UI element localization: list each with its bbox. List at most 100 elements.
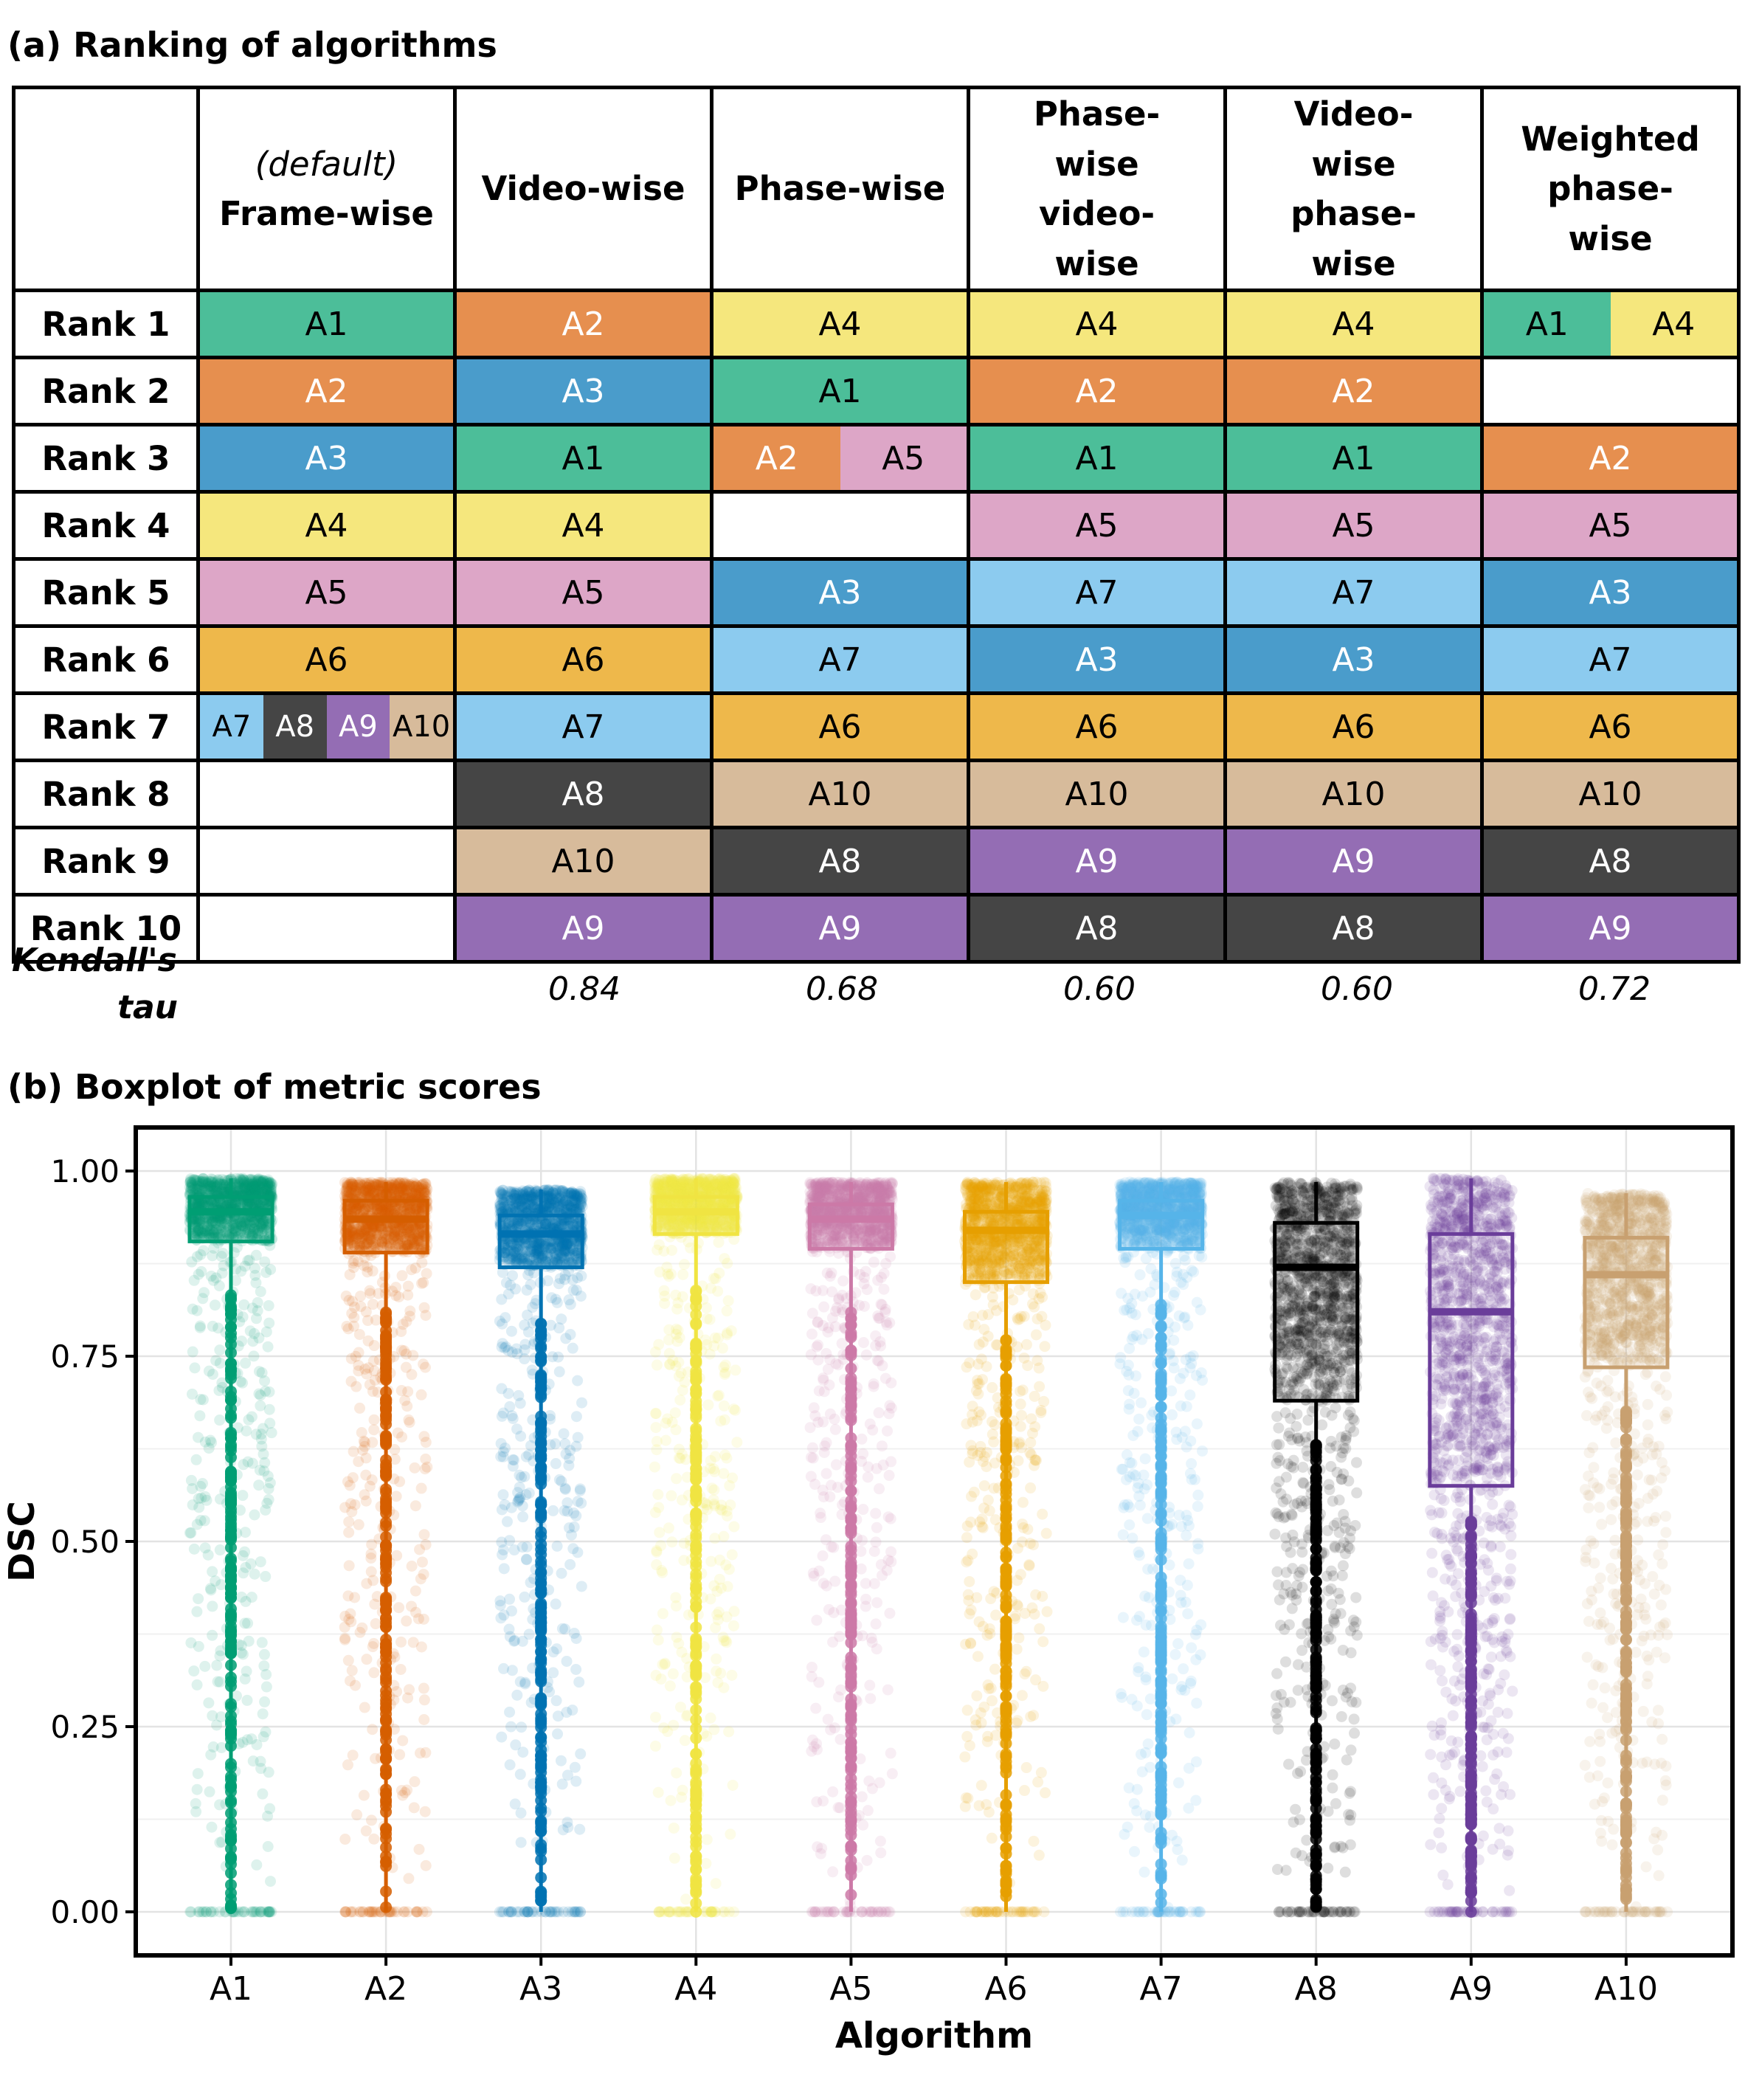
rank-cell: A8 [710, 826, 970, 897]
ranking-row: Rank 4 A4 A4 A5 A5 A5 [12, 490, 1741, 561]
box-body [497, 1213, 584, 1270]
rank-cell: A10 [1223, 759, 1484, 829]
rank-cell: A1 [1223, 423, 1484, 494]
algorithm-chip: A6 [200, 628, 453, 691]
rank-cell: A3 [710, 557, 970, 628]
ranking-row: Rank 8 A8 A10 A10 A10 A10 [12, 759, 1741, 829]
rank-cell: A8 [967, 893, 1227, 964]
panel-b-title: (b) Boxplot of metric scores [7, 1067, 542, 1107]
rank-cell: A1 [453, 423, 713, 494]
column-header: Video-wise [453, 86, 713, 292]
algorithm-chip: A7 [713, 628, 967, 691]
algorithm-chip: A5 [1484, 494, 1737, 557]
column-header: Weighted phase-wise [1480, 86, 1741, 292]
algorithm-chip: A6 [457, 628, 710, 691]
rank-cell: A8 [1480, 826, 1741, 897]
algorithm-chip: A2 [457, 292, 710, 356]
algorithm-chip: A3 [1484, 561, 1737, 624]
kendall-tau-label: Kendall's tau [12, 942, 178, 1026]
algorithm-chip: A4 [970, 292, 1223, 356]
algorithm-chip: A8 [263, 695, 327, 759]
algorithm-chip: A1 [457, 426, 710, 490]
x-tick-label: A3 [519, 1970, 562, 2008]
algorithm-chip: A7 [200, 695, 263, 759]
x-tick-label: A5 [829, 1970, 872, 2008]
rank-cell [710, 490, 970, 561]
box-body [1273, 1220, 1360, 1403]
x-tick-label: A6 [984, 1970, 1027, 2008]
ranking-table: (default) Frame-wise Video-wise Phase-wis… [12, 86, 1741, 964]
algorithm-chip: A2 [713, 426, 840, 490]
rank-cell: A9 [1223, 826, 1484, 897]
algorithm-chip: A7 [970, 561, 1223, 624]
algorithm-chip: A2 [970, 359, 1223, 423]
rank-cell: A7 [967, 557, 1227, 628]
rank-cell: A6 [1480, 691, 1741, 762]
rank-cell: A3 [967, 624, 1227, 695]
rank-cell [1480, 356, 1741, 426]
algorithm-chip: A4 [713, 292, 967, 356]
algorithm-chip: A4 [200, 494, 453, 557]
algorithm-chip: A10 [1227, 762, 1480, 826]
algorithm-chip: A10 [1484, 762, 1737, 826]
x-tick-label: A8 [1295, 1970, 1338, 2008]
rank-cell: A10 [1480, 759, 1741, 829]
rank-cell: A9 [967, 826, 1227, 897]
rank-cell: A4 [1223, 289, 1484, 359]
rank-label: Rank 7 [12, 691, 200, 762]
algorithm-chip: A2 [1484, 426, 1737, 490]
kendall-tau-value: 0.72 [1578, 970, 1651, 1008]
rank-cell: A7 [710, 624, 970, 695]
algorithm-chip: A7 [457, 695, 710, 759]
rank-cell: A6 [196, 624, 457, 695]
algorithm-chip: A9 [457, 897, 710, 960]
rank-cell: A10 [710, 759, 970, 829]
algorithm-chip: A9 [970, 829, 1223, 893]
rank-cell: A3 [1480, 557, 1741, 628]
column-header: Phase-wise video-wise [967, 86, 1227, 292]
ranking-row: Rank 6 A6 A6 A7 A3 A3 A7 [12, 624, 1741, 695]
rank-cell: A1 [196, 289, 457, 359]
rank-cell: A7 [1480, 624, 1741, 695]
rank-cell: A4 [453, 490, 713, 561]
column-header: Video-wise phase-wise [1223, 86, 1484, 292]
box-body [807, 1202, 894, 1251]
x-tick-label: A10 [1594, 1970, 1658, 2008]
algorithm-chip: A6 [713, 695, 967, 759]
ranking-row: Rank 9 A10 A8 A9 A9 A8 [12, 826, 1741, 897]
algorithm-chip: A1 [1484, 292, 1611, 356]
rank-cell: A3 [453, 356, 713, 426]
box-body [1583, 1235, 1670, 1370]
rank-label: Rank 8 [12, 759, 200, 829]
algorithm-chip: A1 [1227, 426, 1480, 490]
rank-cell: A6 [1223, 691, 1484, 762]
rank-cell: A3 [196, 423, 457, 494]
rank-cell: A5 [196, 557, 457, 628]
algorithm-chip: A6 [970, 695, 1223, 759]
algorithm-chip: A1 [970, 426, 1223, 490]
rank-label: Rank 5 [12, 557, 200, 628]
rank-cell: A1 [710, 356, 970, 426]
algorithm-chip: A10 [457, 829, 710, 893]
ranking-row: Rank 1 A1 A2 A4 A4 A4 A1 A4 [12, 289, 1741, 359]
rank-cell: A9 [1480, 893, 1741, 964]
y-axis-title: DSC [1, 1501, 43, 1582]
algorithm-chip: A8 [457, 762, 710, 826]
y-tick-label: 1.00 [50, 1153, 120, 1189]
x-tick-label: A2 [364, 1970, 407, 2008]
rank-cell: A2 A5 [710, 423, 970, 494]
algorithm-chip: A5 [457, 561, 710, 624]
x-tick-label: A7 [1140, 1970, 1183, 2008]
algorithm-chip: A4 [457, 494, 710, 557]
rank-cell: A5 [967, 490, 1227, 561]
rank-cell: A4 [196, 490, 457, 561]
ranking-header-row: (default) Frame-wise Video-wise Phase-wis… [12, 86, 1741, 292]
x-axis-title: Algorithm [835, 2015, 1033, 2056]
panel-a-title: (a) Ranking of algorithms [7, 25, 497, 65]
rank-cell: A2 [196, 356, 457, 426]
rank-cell: A2 [967, 356, 1227, 426]
x-tick-label: A1 [210, 1970, 252, 2008]
rank-label: Rank 10 [12, 893, 200, 964]
algorithm-chip: A2 [200, 359, 453, 423]
rank-cell: A9 [710, 893, 970, 964]
